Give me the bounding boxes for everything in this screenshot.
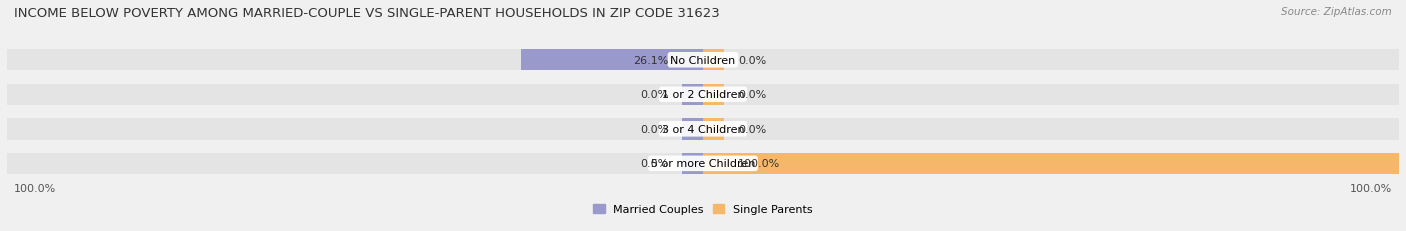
Text: 0.0%: 0.0% [738, 90, 766, 100]
Text: 1 or 2 Children: 1 or 2 Children [662, 90, 744, 100]
Bar [7, 119, 1399, 140]
Text: 100.0%: 100.0% [1350, 183, 1392, 193]
Text: 0.0%: 0.0% [738, 124, 766, 134]
Bar [703, 84, 724, 106]
Text: INCOME BELOW POVERTY AMONG MARRIED-COUPLE VS SINGLE-PARENT HOUSEHOLDS IN ZIP COD: INCOME BELOW POVERTY AMONG MARRIED-COUPL… [14, 7, 720, 20]
Bar [682, 153, 703, 174]
Bar [522, 50, 703, 71]
Bar [703, 153, 1399, 174]
Text: 5 or more Children: 5 or more Children [651, 159, 755, 169]
Text: 100.0%: 100.0% [738, 159, 780, 169]
Text: 0.0%: 0.0% [738, 55, 766, 65]
Text: 0.0%: 0.0% [640, 159, 668, 169]
Text: Source: ZipAtlas.com: Source: ZipAtlas.com [1281, 7, 1392, 17]
Bar [703, 119, 724, 140]
Text: 26.1%: 26.1% [633, 55, 668, 65]
Bar [7, 50, 1399, 71]
Bar [7, 84, 1399, 106]
Bar [682, 119, 703, 140]
Text: 100.0%: 100.0% [14, 183, 56, 193]
Text: 3 or 4 Children: 3 or 4 Children [662, 124, 744, 134]
Bar [7, 153, 1399, 174]
Text: 0.0%: 0.0% [640, 90, 668, 100]
Legend: Married Couples, Single Parents: Married Couples, Single Parents [592, 202, 814, 216]
Bar [703, 50, 724, 71]
Text: 0.0%: 0.0% [640, 124, 668, 134]
Text: No Children: No Children [671, 55, 735, 65]
Bar [682, 84, 703, 106]
